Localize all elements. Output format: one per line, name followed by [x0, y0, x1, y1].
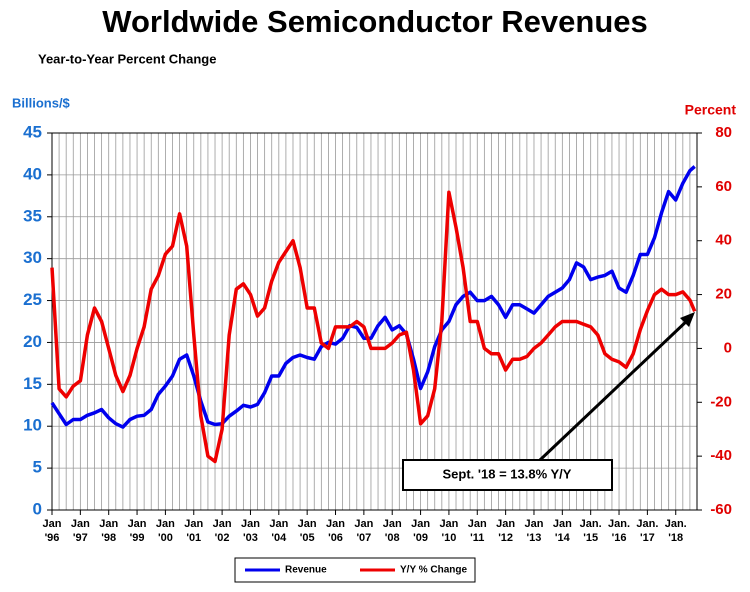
- y2-axis-label: Percent: [685, 102, 737, 118]
- y-tick-label: 30: [23, 248, 42, 267]
- x-tick-label: Jan '98: [99, 518, 118, 544]
- y-tick-label: 35: [23, 206, 42, 225]
- y2-tick-label: 40: [715, 232, 732, 249]
- annotation: Sept. '18 = 13.8% Y/Y: [443, 466, 572, 481]
- annotation-arrow: [538, 316, 692, 462]
- x-tick-label: Jan. '18: [665, 518, 687, 544]
- plot-background: [52, 133, 697, 510]
- y2-tick-label: 20: [715, 286, 732, 303]
- legend-items: Revenue Y/Y % Change: [245, 565, 467, 576]
- y2-tick-label: 60: [715, 178, 732, 195]
- y2-tick-label: 0: [724, 339, 732, 356]
- y2-tick-label: -20: [710, 393, 732, 410]
- plot-frame: [51, 132, 698, 511]
- x-tick-label: Jan '14: [553, 518, 572, 544]
- x-tick-label: Jan. '17: [636, 518, 658, 544]
- x-tick-label: Jan '12: [496, 518, 515, 544]
- y-tick-label: 25: [23, 290, 42, 309]
- legend-label: Revenue: [285, 565, 327, 576]
- series-line: [50, 190, 697, 464]
- y-tick-label: 40: [23, 164, 42, 183]
- x-tick-label: Jan '11: [468, 518, 487, 544]
- x-tick-label: Jan '04: [269, 518, 288, 544]
- y-axis-label: Billions/$: [12, 95, 71, 110]
- arrow-head: [680, 312, 695, 327]
- x-tick-label: Jan '07: [354, 518, 373, 544]
- legend-label: Y/Y % Change: [400, 565, 467, 576]
- y2-tick-label: -40: [710, 447, 732, 464]
- series-line: [50, 165, 696, 429]
- x-tick-label: Jan. '16: [608, 518, 630, 544]
- x-tick-label: Jan '03: [241, 518, 260, 544]
- annotation-box: [402, 459, 613, 491]
- x-tick-label: Jan '97: [71, 518, 90, 544]
- x-tick-label: Jan '09: [411, 518, 430, 544]
- x-tick-label: Jan '10: [439, 518, 458, 544]
- chart-subtitle: Year-to-Year Percent Change: [38, 51, 216, 66]
- x-tick-label: Jan '05: [298, 518, 317, 544]
- y2-tick-label: -60: [710, 501, 732, 518]
- y-tick-label: 15: [23, 374, 42, 393]
- x-tick-label: Jan '00: [156, 518, 175, 544]
- x-tick-label: Jan. '15: [580, 518, 602, 544]
- y2-tick-label: 80: [715, 124, 732, 141]
- y-tick-label: 5: [33, 458, 42, 477]
- x-tick-label: Jan '02: [213, 518, 232, 544]
- x-tick-label: Jan '06: [326, 518, 345, 544]
- x-tick-label: Jan '96: [43, 518, 62, 544]
- y-tick-label: 0: [33, 499, 42, 518]
- x-tick-label: Jan '08: [383, 518, 402, 544]
- x-tick-label: Jan '01: [184, 518, 203, 544]
- x-tick-label: Jan '13: [524, 518, 543, 544]
- plot-area: 0 5 10 15 20 25 30 35 40 45 -60 -40 -20 0 20 40 60 80 Jan '…: [23, 122, 732, 543]
- y-tick-label: 10: [23, 416, 42, 435]
- y-tick-label: 45: [23, 122, 42, 141]
- x-tick-label: Jan '99: [128, 518, 147, 544]
- y-tick-label: 20: [23, 332, 42, 351]
- chart-title: Worldwide Semiconductor Revenues: [102, 4, 647, 39]
